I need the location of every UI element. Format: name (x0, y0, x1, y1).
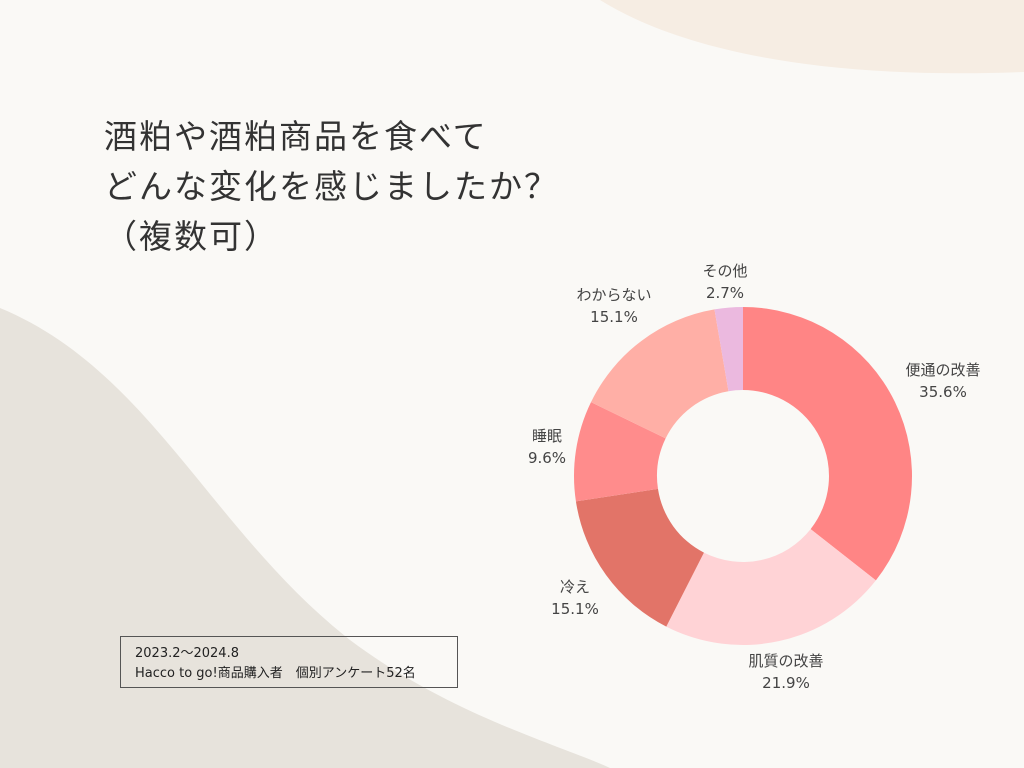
donut-slice (574, 402, 666, 502)
donut-slice (743, 307, 912, 581)
slice-label: 睡眠 (532, 427, 562, 445)
slice-value-label: 21.9% (762, 674, 810, 692)
donut-slice (714, 307, 743, 392)
slice-value-label: 9.6% (528, 449, 566, 467)
chart-slices (574, 307, 912, 645)
chart-labels: 便通の改善 35.6% 肌質の改善 21.9% 冷え 15.1% 睡眠 9.6% わからない 15… (528, 262, 981, 692)
slice-label: 冷え (560, 578, 590, 596)
survey-sample: Hacco to go!商品購入者 個別アンケート52名 (135, 666, 416, 681)
slice-value-label: 15.1% (551, 600, 599, 618)
donut-slice (591, 309, 729, 439)
survey-note: 2023.2〜2024.8 Hacco to go!商品購入者 個別アンケート5… (120, 636, 458, 688)
donut-slice (666, 529, 876, 645)
top-right-blob (600, 0, 1024, 74)
title-line-2: どんな変化を感じましたか？ (104, 167, 559, 206)
title-line-1: 酒粕や酒粕商品を食べて (104, 117, 488, 156)
slice-value-label: 35.6% (919, 383, 967, 401)
slice-label: その他 (702, 262, 747, 280)
slice-label: わからない (576, 286, 651, 304)
survey-period: 2023.2〜2024.8 (135, 646, 239, 661)
title-line-3: （複数可） (104, 217, 279, 256)
slice-label: 便通の改善 (905, 361, 980, 379)
slice-label: 肌質の改善 (748, 652, 823, 670)
slice-value-label: 15.1% (590, 308, 638, 326)
donut-slice (575, 488, 704, 627)
slice-value-label: 2.7% (706, 284, 744, 302)
bottom-left-blob (0, 308, 610, 768)
page-title: 酒粕や酒粕商品を食べて どんな変化を感じましたか？ （複数可） (104, 112, 559, 262)
